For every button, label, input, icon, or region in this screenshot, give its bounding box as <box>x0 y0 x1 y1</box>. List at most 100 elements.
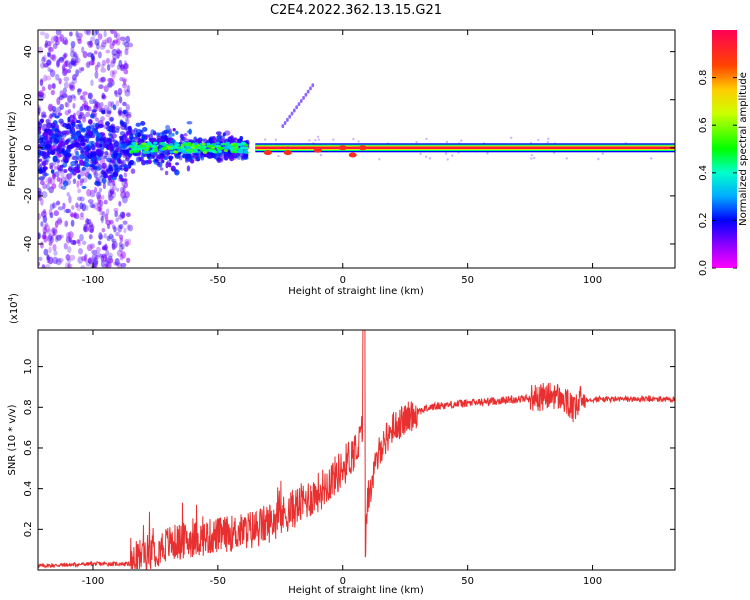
spectrogram-cell <box>115 32 121 41</box>
spectrogram-cell <box>52 83 56 90</box>
spectrogram-cell <box>112 71 116 79</box>
spectrogram-cell <box>86 41 92 46</box>
spectrogram-cell <box>122 101 127 107</box>
spectrogram-cell <box>73 53 79 59</box>
spectrogram-cell <box>82 142 87 147</box>
spectrogram-cell <box>63 208 70 214</box>
spectrogram-cell <box>99 143 103 148</box>
spectrogram-cell <box>56 176 61 182</box>
spectrogram-cell <box>41 86 46 92</box>
spectrogram-cell <box>163 134 168 142</box>
spectrogram-cell <box>115 231 120 237</box>
spectrogram-cell <box>109 158 115 162</box>
spectrogram-cell <box>85 167 90 174</box>
spectrogram-cell <box>111 242 116 251</box>
spectrogram-cell <box>70 57 76 66</box>
spectrogram-cell <box>107 81 113 89</box>
spectrogram-cell <box>105 168 110 172</box>
spectrogram-cell <box>38 91 42 97</box>
spectrogram-cell <box>64 140 69 145</box>
snr-y-scale-label: (x104) <box>7 293 20 324</box>
spectrogram-cell <box>62 87 67 94</box>
spectrogram-cell <box>41 56 46 64</box>
spectrogram-cell <box>70 160 77 167</box>
spectrogram-cell <box>112 171 119 178</box>
spectrogram-cell <box>191 152 195 158</box>
spectrogram-cell <box>217 150 223 153</box>
spectrogram-cell <box>193 142 199 146</box>
spectrogram-cell <box>119 253 124 261</box>
spectrogram-cell <box>79 169 86 177</box>
spectrogram-cell <box>110 61 115 68</box>
spectrogram-cell <box>59 177 63 185</box>
spectrogram-x-tick-label: -50 <box>210 275 226 286</box>
snr-x-tick-label: -50 <box>210 576 226 587</box>
spectrogram-cell <box>70 40 76 48</box>
spectrogram-cell <box>118 223 124 230</box>
spectrogram-cell <box>98 206 102 212</box>
spectrogram-cell <box>98 83 104 90</box>
spectrogram-cell <box>45 158 50 163</box>
spectrogram-cell <box>107 174 112 181</box>
spectrogram-cell <box>292 108 296 113</box>
spectrogram-cell <box>70 50 76 58</box>
spectrogram-cell <box>52 43 58 49</box>
spectrogram-cell <box>96 206 102 213</box>
spectrogram-cell <box>78 67 82 74</box>
spectrogram-cell <box>66 173 73 180</box>
spectrogram-cell <box>124 48 129 56</box>
spectrogram-cell <box>39 163 43 168</box>
spectrogram-cell <box>107 110 112 115</box>
spectrogram-cell <box>38 256 43 262</box>
spectrogram-cell <box>122 78 127 86</box>
spectrogram-cell <box>69 31 73 37</box>
spectrogram-cell <box>100 174 105 178</box>
spectrogram-cell <box>52 202 57 209</box>
spectrogram-cell <box>67 262 71 268</box>
spectrogram-cell <box>81 185 87 189</box>
spectrogram-cell <box>120 262 127 268</box>
spectrogram-cell <box>99 211 104 216</box>
spectrogram-cell <box>299 99 303 104</box>
spectrogram-cell <box>106 179 110 187</box>
spectrogram-cell <box>170 165 176 172</box>
spectrogram-cell <box>103 85 109 93</box>
spectrogram-cell <box>113 226 117 233</box>
snr-y-ticks: 0.2 0.4 0.6 0.8 1.0 <box>23 359 675 537</box>
spectrogram-cell <box>56 60 60 68</box>
spectrogram-cell <box>172 127 176 132</box>
spectrogram-cell <box>105 208 110 216</box>
spectrogram-cell <box>124 241 129 248</box>
spectrogram-cell <box>156 132 160 137</box>
spectrogram-cell <box>81 256 86 262</box>
spectrogram-cell <box>84 105 90 112</box>
spectrogram-x-label: Height of straight line (km) <box>288 286 424 297</box>
spectrogram-cell <box>242 156 245 160</box>
spectrogram-cell <box>83 223 87 232</box>
spectrogram-cell <box>202 151 208 154</box>
spectrogram-cell <box>168 162 172 168</box>
spectrogram-x-tick-label: -100 <box>82 275 105 286</box>
spectrogram-cell <box>128 144 133 148</box>
spectrogram-cell <box>64 220 69 227</box>
spectrogram-cell <box>81 138 88 143</box>
spectrogram-cell <box>208 149 213 153</box>
spectrogram-cell <box>58 77 62 85</box>
spectrogram-cell <box>144 147 150 151</box>
spectrogram-cell <box>72 117 78 124</box>
spectrogram-cell <box>95 30 99 35</box>
spectrogram-cell <box>105 121 110 126</box>
spectrogram-cell <box>510 136 513 140</box>
spectrogram-cell <box>52 202 56 209</box>
spectrogram-cell <box>96 61 101 68</box>
spectrogram-cell <box>532 156 536 160</box>
spectrogram-cell <box>87 173 92 180</box>
spectrogram-cell <box>126 212 131 218</box>
spectrogram-cell <box>244 143 249 147</box>
colorbar: 0.0 0.2 0.4 0.6 0.8 Normalized spectral ampl… <box>698 30 749 276</box>
spectrogram-cell <box>48 104 53 113</box>
spectrogram-cell <box>118 51 123 57</box>
spectrogram-cell <box>40 118 45 123</box>
spectrogram-cell <box>113 207 119 213</box>
spectrogram-cell <box>188 154 192 160</box>
